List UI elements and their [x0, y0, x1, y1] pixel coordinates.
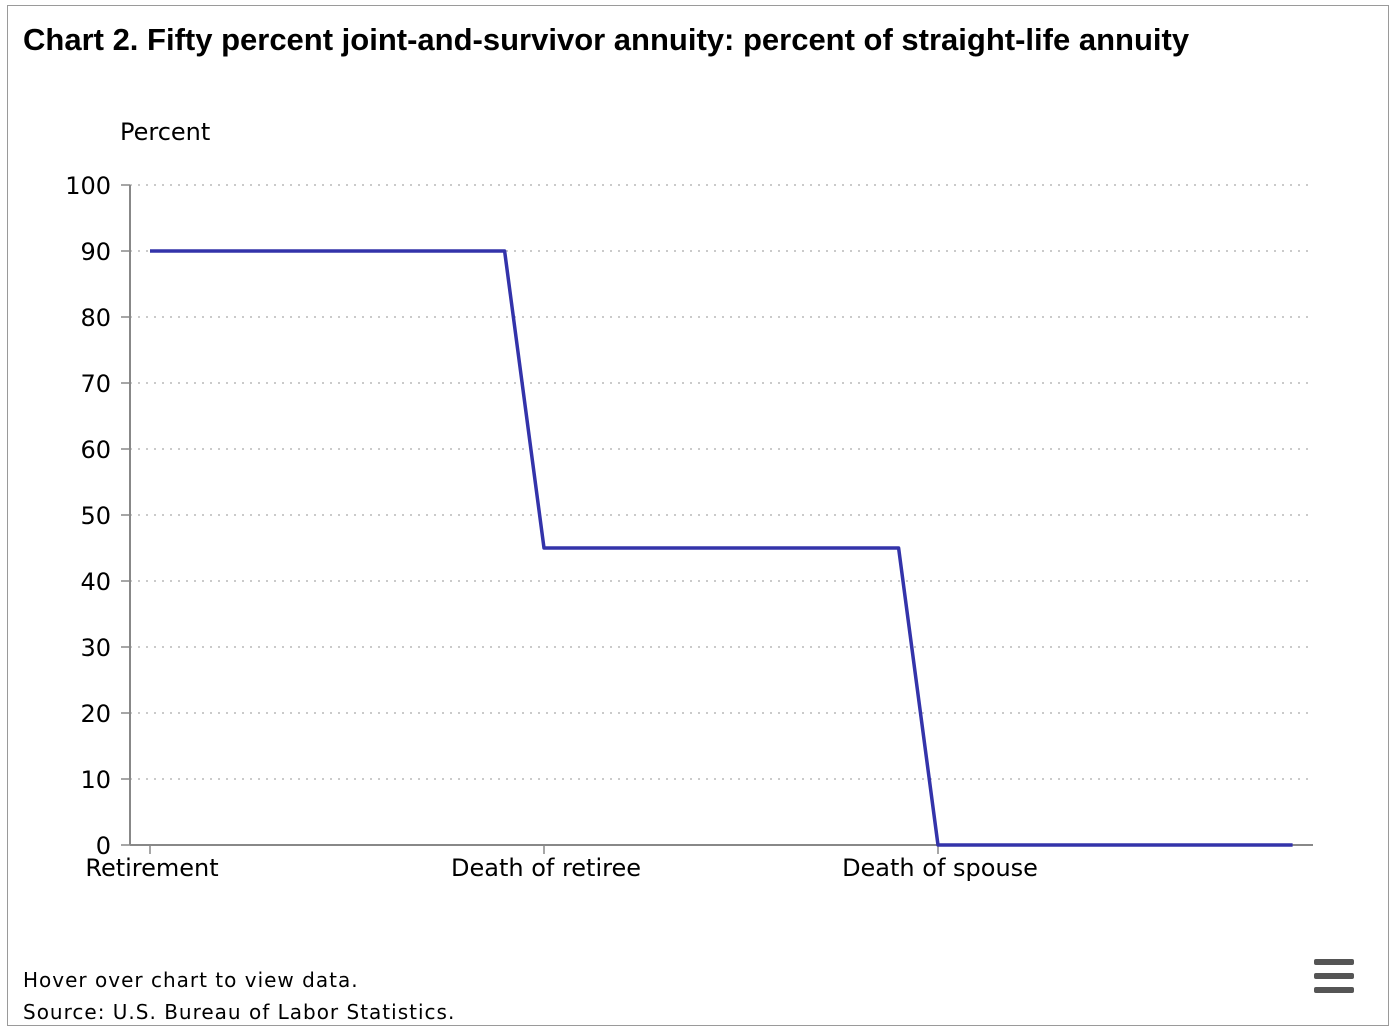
- x-tick-label: Death of spouse: [842, 854, 1038, 882]
- menu-bar: [1314, 973, 1354, 979]
- data-point[interactable]: [499, 245, 511, 257]
- y-tick-label: 60: [80, 436, 111, 464]
- y-tick-label: 40: [80, 568, 111, 596]
- y-tick-label: 100: [65, 172, 111, 200]
- y-tick-label: 10: [80, 766, 111, 794]
- menu-bar: [1314, 987, 1354, 993]
- source-note: Source: U.S. Bureau of Labor Statistics.: [23, 1000, 456, 1024]
- y-tick-labels: 0 10 20 30 40 50 60 70 80 90 100: [65, 172, 111, 860]
- data-point[interactable]: [538, 542, 550, 554]
- y-tick-label: 80: [80, 304, 111, 332]
- y-tick-label: 30: [80, 634, 111, 662]
- menu-bar: [1314, 959, 1354, 965]
- data-point[interactable]: [1287, 839, 1299, 851]
- x-tick-labels: Retirement Death of retiree Death of spous…: [85, 854, 1038, 882]
- grid-lines: [130, 184, 1313, 780]
- axes: [121, 184, 1313, 854]
- hover-note: Hover over chart to view data.: [23, 968, 359, 992]
- y-tick-label: 70: [80, 370, 111, 398]
- hamburger-menu-icon[interactable]: [1311, 957, 1357, 995]
- data-point[interactable]: [893, 542, 905, 554]
- data-point[interactable]: [144, 245, 156, 257]
- x-tick-label: Death of retiree: [451, 854, 641, 882]
- y-tick-label: 20: [80, 700, 111, 728]
- series-line[interactable]: [150, 249, 1293, 847]
- y-tick-label: 0: [96, 832, 111, 860]
- data-point[interactable]: [932, 839, 944, 851]
- y-axis-label: Percent: [120, 118, 211, 146]
- y-tick-label: 90: [80, 238, 111, 266]
- series-layer: [144, 245, 1299, 851]
- chart-title: Chart 2. Fifty percent joint-and-survivo…: [23, 22, 1190, 57]
- y-tick-label: 50: [80, 502, 111, 530]
- x-tick-label: Retirement: [85, 854, 218, 882]
